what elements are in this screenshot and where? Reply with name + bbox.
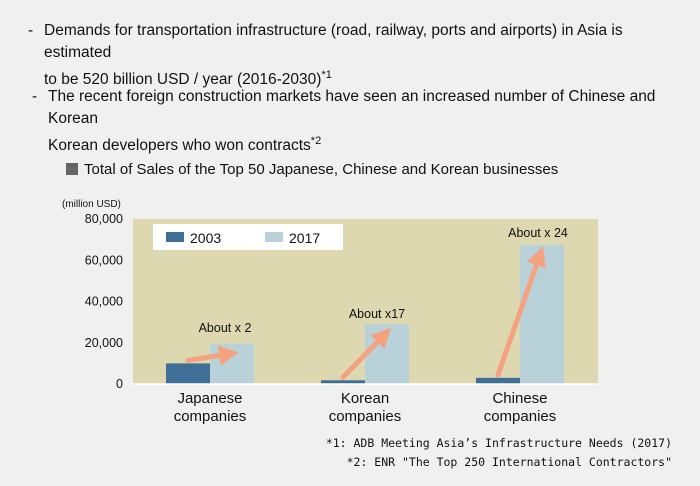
- bullet-line-2-text: to be 520 billion USD / year (2016-2030): [44, 71, 322, 88]
- legend-swatch-2003: [166, 232, 184, 242]
- legend-label-2017: 2017: [289, 230, 320, 246]
- bullet-line-1: The recent foreign construction markets …: [48, 88, 656, 127]
- bullet-line-2-text: Korean developers who won contracts: [48, 137, 311, 154]
- chart-title-text: Total of Sales of the Top 50 Japanese, C…: [84, 161, 559, 178]
- growth-annotation: About x17: [349, 307, 405, 321]
- growth-annotation: About x 2: [199, 321, 252, 335]
- square-bullet-icon: [66, 163, 78, 175]
- bullet-foreign-markets: - The recent foreign construction market…: [32, 86, 692, 157]
- y-tick-label: 80,000: [85, 212, 123, 226]
- y-tick-label: 0: [116, 377, 123, 391]
- bar-2003: [166, 363, 210, 384]
- y-tick-label: 20,000: [85, 336, 123, 350]
- footnote-1: *1: ADB Meeting Asia’s Infrastructure Ne…: [325, 436, 672, 450]
- bar-2003: [476, 377, 520, 384]
- chart-title: Total of Sales of the Top 50 Japanese, C…: [66, 161, 558, 178]
- y-axis-label: (million USD): [62, 199, 121, 210]
- note-ref-2: *2: [310, 135, 322, 147]
- growth-arrow: [340, 327, 392, 380]
- growth-annotation: About x 24: [508, 226, 568, 240]
- bullet-infrastructure-demand: - Demands for transportation infrastruct…: [28, 20, 688, 91]
- growth-arrow: [185, 345, 239, 366]
- legend-box: [153, 224, 343, 250]
- bar-2017: [210, 343, 254, 384]
- y-tick-label: 40,000: [85, 295, 123, 309]
- x-category-label: Japanese: [177, 390, 242, 407]
- x-category-label: Chinese: [492, 390, 547, 407]
- x-category-label: companies: [174, 408, 247, 425]
- legend-label-2003: 2003: [190, 230, 221, 246]
- bullet-dash: -: [28, 22, 34, 39]
- bullet-line-2: to be 520 billion USD / year (2016-2030)…: [28, 64, 688, 91]
- bullet-line-2: Korean developers who won contracts*2: [32, 130, 692, 157]
- x-category-label: companies: [329, 408, 402, 425]
- legend-swatch-2017: [265, 232, 283, 242]
- bar-2003: [321, 380, 365, 384]
- y-tick-label: 60,000: [85, 253, 123, 267]
- bar-2017: [520, 244, 564, 384]
- note-ref-1: *1: [321, 69, 332, 81]
- bullet-dash: -: [32, 88, 38, 105]
- bullet-line-1: Demands for transportation infrastructur…: [44, 22, 623, 61]
- footnote-2: *2: ENR "The Top 250 International Contr…: [346, 455, 672, 469]
- growth-arrow: [495, 246, 546, 378]
- x-category-label: Korean: [341, 390, 389, 407]
- x-category-label: companies: [484, 408, 557, 425]
